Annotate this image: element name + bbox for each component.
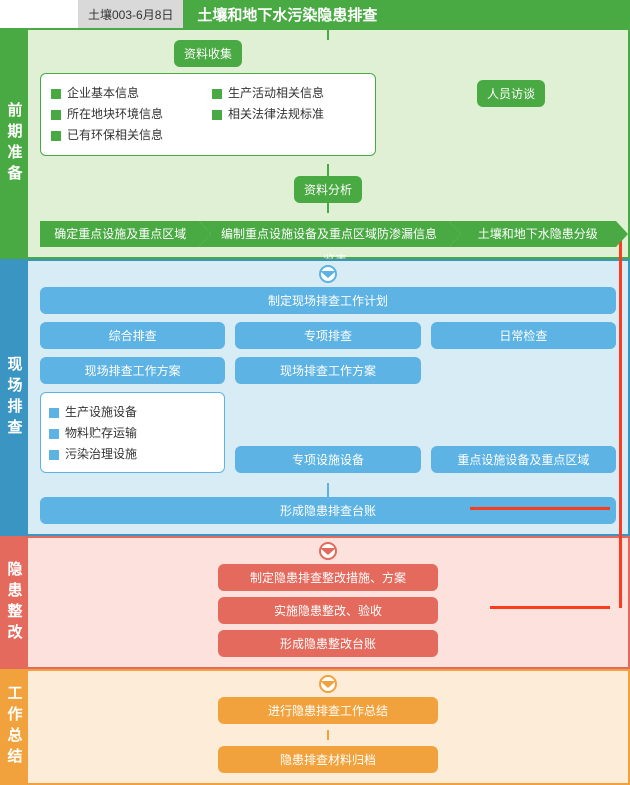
list-item: 污染治理设施 <box>65 447 137 461</box>
panel-rectification: 制定隐患排查整改措施、方案 实施隐患整改、验收 形成隐患整改台账 <box>28 536 630 669</box>
node-col1-scheme: 现场排查工作方案 <box>40 357 225 384</box>
node-sum-b: 隐患排查材料归档 <box>218 746 438 773</box>
bullet-icon <box>212 89 222 99</box>
node-plan: 制定现场排查工作计划 <box>40 287 616 314</box>
panel-summary: 进行隐患排查工作总结 隐患排查材料归档 <box>28 669 630 785</box>
down-arrow-icon <box>40 542 616 560</box>
node-col2-header: 专项排查 <box>235 322 420 349</box>
node-sum-a: 进行隐患排查工作总结 <box>218 697 438 724</box>
bullet-icon <box>49 408 59 418</box>
bullet-icon <box>51 110 61 120</box>
node-col3-header: 日常检查 <box>431 322 616 349</box>
section-label-inspection: 现场排查 <box>0 259 28 536</box>
section-label-summary: 工作总结 <box>0 669 28 785</box>
down-arrow-icon <box>40 675 616 693</box>
bullet-icon <box>212 110 222 120</box>
feedback-arrow-segment <box>619 259 622 536</box>
section-label-preparation: 前期准备 <box>0 28 28 259</box>
col-special: 专项排查 现场排查工作方案 专项设施设备 <box>235 322 420 473</box>
node-rect-c: 形成隐患整改台账 <box>218 630 438 657</box>
node-col1-header: 综合排查 <box>40 322 225 349</box>
panel-inspection: 制定现场排查工作计划 综合排查 现场排查工作方案 生产设施设备 物料贮存运输 污… <box>28 259 630 536</box>
list-item: 物料贮存运输 <box>65 426 137 440</box>
bullet-icon <box>49 429 59 439</box>
node-col3-sub: 重点设施设备及重点区域 <box>431 446 616 473</box>
bullet-icon <box>51 89 61 99</box>
flowchart-root: 土壤003-6月8日 土壤和地下水污染隐患排查 前期准备 资料收集 企业基本信息 <box>0 0 630 785</box>
chevron-step-1: 确定重点设施及重点区域 <box>40 221 199 247</box>
diagram-title: 土壤和地下水污染隐患排查 <box>183 0 630 28</box>
col-daily: 日常检查 重点设施设备及重点区域 <box>431 322 616 473</box>
list-item: 相关法律法规标准 <box>228 107 324 121</box>
list-item: 企业基本信息 <box>67 86 139 100</box>
node-ledger: 形成隐患排查台账 <box>40 497 616 524</box>
chevron-step-3: 土壤和地下水隐患分级 <box>449 221 616 247</box>
list-item: 生产设施设备 <box>65 405 137 419</box>
section-label-rectification: 隐患整改 <box>0 536 28 669</box>
chevron-row: 确定重点设施及重点区域 编制重点设施设备及重点区域防渗漏信息一览表 土壤和地下水… <box>40 221 616 247</box>
feedback-arrow-segment <box>619 536 622 608</box>
chevron-step-2: 编制重点设施设备及重点区域防渗漏信息一览表 <box>199 221 450 247</box>
node-rect-a: 制定隐患排查整改措施、方案 <box>218 564 438 591</box>
list-item: 所在地块环境信息 <box>67 107 163 121</box>
down-arrow-icon <box>40 265 616 283</box>
node-col2-scheme: 现场排查工作方案 <box>235 357 420 384</box>
bullet-icon <box>51 131 61 141</box>
section-summary: 工作总结 进行隐患排查工作总结 隐患排查材料归档 <box>0 669 630 785</box>
header-row: 土壤003-6月8日 土壤和地下水污染隐患排查 <box>0 0 630 28</box>
col-comprehensive: 综合排查 现场排查工作方案 生产设施设备 物料贮存运输 污染治理设施 <box>40 322 225 473</box>
feedback-arrow-segment <box>490 606 610 609</box>
section-rectification: 隐患整改 制定隐患排查整改措施、方案 实施隐患整改、验收 形成隐患整改台账 <box>0 536 630 669</box>
document-tag: 土壤003-6月8日 <box>78 0 183 28</box>
node-data-collect: 资料收集 <box>174 40 242 67</box>
node-interview: 人员访谈 <box>477 80 545 107</box>
col1-item-list: 生产设施设备 物料贮存运输 污染治理设施 <box>40 392 225 473</box>
list-item: 生产活动相关信息 <box>228 86 324 100</box>
section-preparation: 前期准备 资料收集 企业基本信息 所在地块环境信息 已有环保相关信息 <box>0 28 630 259</box>
node-rect-b: 实施隐患整改、验收 <box>218 597 438 624</box>
data-collection-block: 资料收集 企业基本信息 所在地块环境信息 已有环保相关信息 生产活动相关信息 相 <box>40 40 376 156</box>
list-item: 已有环保相关信息 <box>67 128 163 142</box>
section-inspection: 现场排查 制定现场排查工作计划 综合排查 现场排查工作方案 生产设施设备 物料贮… <box>0 259 630 536</box>
node-col2-sub: 专项设施设备 <box>235 446 420 473</box>
node-analysis: 资料分析 <box>294 176 362 203</box>
data-collect-list: 企业基本信息 所在地块环境信息 已有环保相关信息 生产活动相关信息 相关法律法规… <box>40 73 376 156</box>
bullet-icon <box>49 450 59 460</box>
feedback-arrow-segment <box>470 507 610 510</box>
panel-preparation: 资料收集 企业基本信息 所在地块环境信息 已有环保相关信息 生产活动相关信息 相 <box>28 28 630 259</box>
